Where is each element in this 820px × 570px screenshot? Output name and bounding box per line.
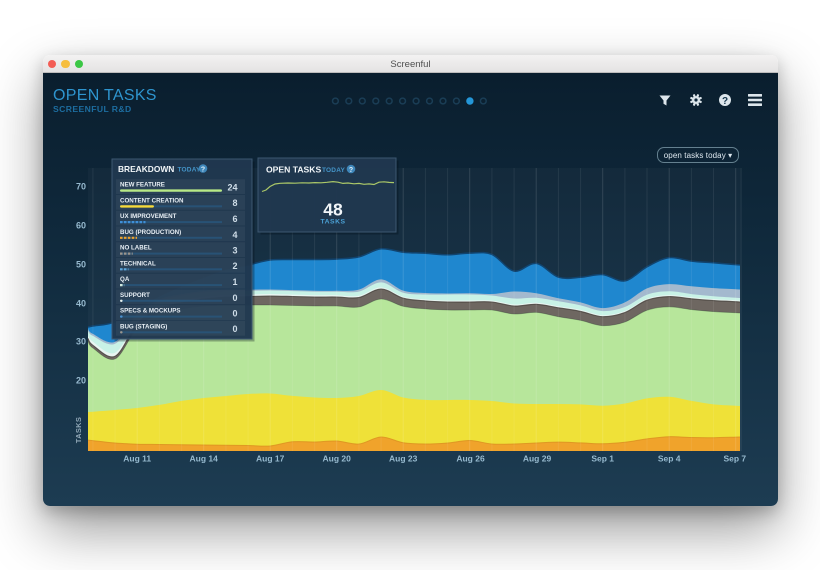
svg-text:TODAY: TODAY	[178, 167, 202, 174]
svg-text:6: 6	[232, 214, 237, 224]
svg-text:NEW FEATURE: NEW FEATURE	[120, 182, 165, 189]
svg-text:TODAY: TODAY	[322, 167, 346, 174]
svg-text:SUPPORT: SUPPORT	[120, 292, 150, 299]
svg-text:NO LABEL: NO LABEL	[120, 245, 152, 252]
svg-text:Aug 20: Aug 20	[323, 454, 352, 464]
svg-text:Aug 23: Aug 23	[389, 454, 418, 464]
svg-text:Aug 11: Aug 11	[123, 454, 151, 464]
svg-text:UX IMPROVEMENT: UX IMPROVEMENT	[120, 213, 177, 220]
svg-text:0: 0	[232, 324, 237, 334]
svg-text:OPEN TASKS: OPEN TASKS	[266, 165, 321, 175]
svg-text:Aug 29: Aug 29	[523, 454, 552, 464]
svg-text:2: 2	[232, 261, 237, 271]
svg-text:3: 3	[232, 246, 237, 256]
svg-text:Sep 1: Sep 1	[591, 454, 614, 464]
svg-text:BREAKDOWN: BREAKDOWN	[118, 164, 174, 174]
svg-text:0: 0	[232, 293, 237, 303]
svg-text:?: ?	[201, 166, 205, 173]
svg-text:30: 30	[76, 337, 86, 347]
svg-text:TASKS: TASKS	[74, 417, 83, 443]
svg-text:BUG (STAGING): BUG (STAGING)	[120, 323, 167, 330]
svg-text:QA: QA	[120, 276, 130, 283]
svg-text:?: ?	[349, 167, 353, 174]
svg-text:4: 4	[232, 230, 237, 240]
svg-text:?: ?	[722, 96, 728, 107]
svg-text:TECHNICAL: TECHNICAL	[120, 260, 156, 267]
svg-text:40: 40	[76, 299, 86, 309]
svg-text:20: 20	[76, 376, 86, 386]
svg-text:0: 0	[232, 309, 237, 319]
svg-text:BUG (PRODUCTION): BUG (PRODUCTION)	[120, 229, 181, 236]
svg-text:60: 60	[76, 221, 86, 231]
svg-text:Aug 14: Aug 14	[190, 454, 219, 464]
svg-text:24: 24	[227, 183, 237, 193]
svg-text:70: 70	[76, 182, 86, 192]
svg-text:TASKS: TASKS	[320, 219, 345, 226]
svg-text:50: 50	[76, 260, 86, 270]
svg-text:8: 8	[232, 198, 237, 208]
svg-text:CONTENT CREATION: CONTENT CREATION	[120, 197, 184, 204]
svg-text:48: 48	[323, 200, 343, 220]
svg-text:SPECS & MOCKUPS: SPECS & MOCKUPS	[120, 308, 181, 315]
svg-text:Sep 7: Sep 7	[723, 454, 746, 464]
svg-text:Aug 26: Aug 26	[456, 454, 485, 464]
svg-text:Sep 4: Sep 4	[658, 454, 681, 464]
svg-text:1: 1	[232, 277, 237, 287]
svg-text:Aug 17: Aug 17	[256, 454, 285, 464]
